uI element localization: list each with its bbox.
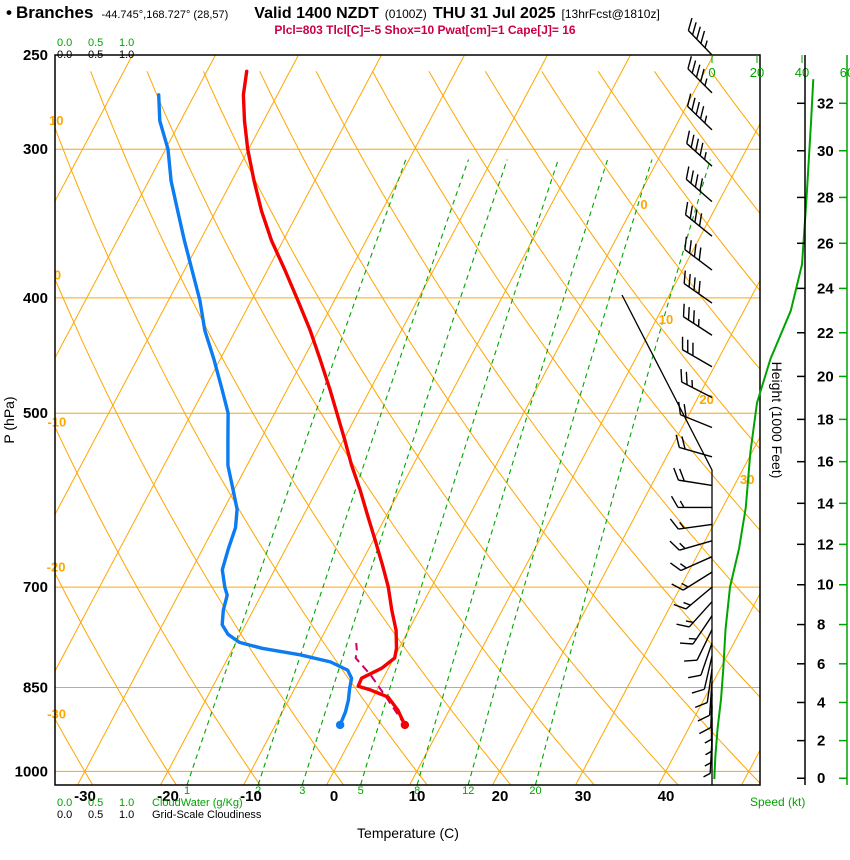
svg-text:1.0: 1.0 [119,809,134,821]
surface-dewpoint-dot [335,720,345,730]
svg-text:12: 12 [817,536,834,553]
svg-text:20: 20 [817,368,834,385]
temperature-trace [241,69,407,727]
svg-text:20: 20 [699,392,713,407]
svg-text:0: 0 [817,770,825,787]
svg-text:20: 20 [750,65,764,80]
svg-text:26: 26 [817,235,834,252]
plot-border [54,54,761,786]
svg-text:0.0: 0.0 [57,49,72,61]
svg-text:24: 24 [817,280,834,297]
svg-text:0: 0 [330,788,338,805]
cloudiness-label: Grid-Scale Cloudiness [152,809,262,821]
svg-text:30: 30 [817,143,834,160]
svg-text:0: 0 [640,197,647,212]
temperature-labels: -30 -20 -10 0 10 20 30 40 Temperature (C) [74,788,674,841]
svg-text:-10: -10 [240,788,262,805]
svg-text:3: 3 [299,785,305,797]
parcel-trace [354,642,406,726]
svg-text:1000: 1000 [15,763,48,780]
svg-text:0.0: 0.0 [57,37,72,49]
svg-text:1.0: 1.0 [119,49,134,61]
svg-text:28: 28 [817,189,834,206]
svg-text:2: 2 [817,733,825,750]
station-name: Branches [15,3,94,22]
svg-text:0.5: 0.5 [88,49,103,61]
svg-text:0.0: 0.0 [57,809,72,821]
svg-text:16: 16 [817,454,834,471]
svg-text:700: 700 [23,579,48,596]
svg-text:14: 14 [817,495,834,512]
svg-text:Temperature (C): Temperature (C) [357,825,459,841]
speed-trace [713,79,815,780]
svg-text:0: 0 [708,65,715,80]
svg-text:400: 400 [23,290,48,307]
svg-text:1.0: 1.0 [119,37,134,49]
svg-text:32: 32 [817,95,834,112]
svg-text:1: 1 [184,785,190,797]
cloudwater-label: CloudWater (g/Kg) [152,797,243,809]
svg-text:20: 20 [529,785,541,797]
dewpoint-trace [156,93,354,727]
svg-text:40: 40 [658,788,675,805]
valid-zulu: (0100Z) [384,7,427,21]
svg-text:500: 500 [23,405,48,422]
mixing-ratio-lines [186,159,711,785]
params-line: Plcl=803 Tlcl[C]=-5 Shox=10 Pwat[cm]=1 C… [274,23,576,37]
svg-text:850: 850 [23,679,48,696]
svg-text:250: 250 [23,47,48,64]
svg-text:18: 18 [817,411,834,428]
svg-text:10: 10 [817,577,834,594]
valid-time: Valid 1400 NZDT [254,5,379,22]
svg-text:10: 10 [49,113,63,128]
mixing-ratio-labels: 1 2 3 5 8 12 20 [184,785,542,797]
forecast-tag: [13hrFcst@1810z] [561,7,660,21]
svg-text:300: 300 [23,141,48,158]
svg-text:20: 20 [492,788,509,805]
cloud-scales: 0.00.00.00.00.50.50.50.51.01.01.01.0Clou… [57,37,262,821]
svg-text:Speed (kt): Speed (kt) [750,795,805,809]
svg-text:0.0: 0.0 [57,797,72,809]
svg-text:40: 40 [795,65,809,80]
wind-axis-line [621,294,713,785]
valid-date: THU 31 Jul 2025 [432,5,556,22]
svg-text:0.5: 0.5 [88,37,103,49]
svg-text:-10: -10 [47,414,66,429]
station-bullet-icon: • [6,3,12,22]
svg-text:P (hPa): P (hPa) [1,396,17,443]
svg-text:10: 10 [659,312,673,327]
svg-text:22: 22 [817,325,834,342]
surface-temp-dot [400,720,410,730]
height-axis-title: Height (1000 Feet) [769,362,785,479]
svg-text:30: 30 [575,788,592,805]
right-rail [839,55,848,785]
svg-text:0.5: 0.5 [88,797,103,809]
pressure-labels: 250 300 400 500 700 850 1000 P (hPa) [1,47,48,780]
svg-text:1.0: 1.0 [119,797,134,809]
svg-text:60: 60 [840,65,850,80]
svg-text:0: 0 [54,267,61,282]
svg-text:-30: -30 [74,788,96,805]
svg-text:8: 8 [414,785,420,797]
station-coords: -44.745°,168.727° (28,57) [101,9,229,21]
svg-text:2: 2 [255,785,261,797]
svg-text:4: 4 [817,694,826,711]
svg-text:-20: -20 [157,788,179,805]
svg-text:12: 12 [462,785,474,797]
svg-text:8: 8 [817,617,825,634]
header: • Branches -44.745°,168.727° (28,57) Val… [6,3,848,23]
svg-text:10: 10 [409,788,426,805]
svg-text:5: 5 [358,785,364,797]
svg-text:6: 6 [817,656,825,673]
svg-text:0.5: 0.5 [88,809,103,821]
wind-barbs [669,17,713,778]
svg-text:-30: -30 [47,707,66,722]
svg-text:-20: -20 [47,560,66,575]
